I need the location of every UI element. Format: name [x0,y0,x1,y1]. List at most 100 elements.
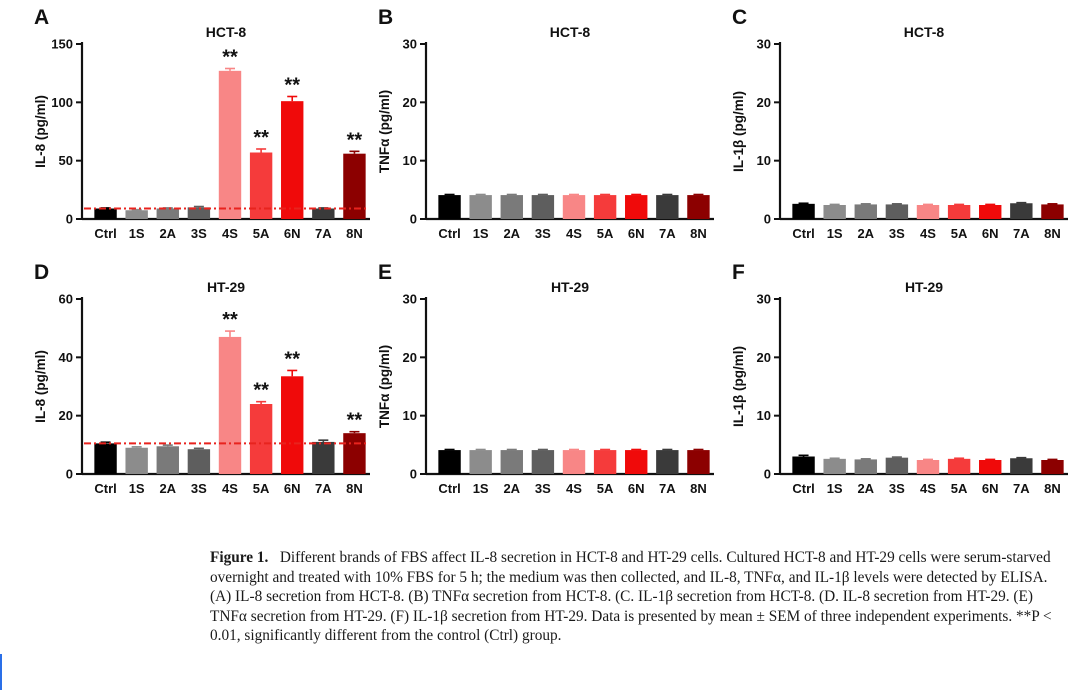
bar [187,207,211,219]
significance-mark: ** [253,127,269,149]
y-tick-label: 20 [757,95,771,110]
x-tick-label: 2A [857,481,874,496]
y-tick-label: 30 [757,292,771,307]
x-tick-label: 3S [191,481,207,496]
bar [687,195,710,219]
bar [792,456,815,474]
y-tick-label: 30 [757,37,771,52]
panel-e: E HT-29 TNFα (pg/ml) 0 10 20 30 Ctrl 1S 2A 3S 4S 5A… [374,261,724,511]
figure-caption: Figure 1. Different brands of FBS affect… [210,548,1060,646]
chart-il8-hct8: HCT-8 IL-8 (pg/ml) 0 50 100 150 Ctrl 1S 2A 3S 4S **… [33,24,370,241]
bar [312,441,335,474]
y-tick-label: 60 [59,292,73,307]
x-tick-label: 5A [253,481,270,496]
x-tick-label: 1S [129,481,145,496]
bar [885,204,909,219]
x-tick-label: Ctrl [792,226,814,241]
bar [156,446,179,474]
x-tick-label: 7A [659,226,676,241]
y-tick-label: 20 [757,350,771,365]
bar [562,195,586,219]
y-tick-label: 20 [403,350,417,365]
bar [593,450,617,474]
y-tick-label: 10 [403,408,417,423]
bar [249,152,273,219]
bar [94,443,117,474]
x-tick-label: 1S [827,481,843,496]
y-tick-label: 150 [51,37,73,52]
x-tick-label: 3S [535,226,551,241]
x-tick-label: 2A [159,226,176,241]
panel-c: C HCT-8 IL-1β (pg/ml) 0 10 20 30 Ctrl 1S 2A 3S 4S 5… [728,6,1078,256]
chart-il1b-ht29: HT-29 IL-1β (pg/ml) 0 10 20 30 Ctrl 1S 2A 3S 4S 5A 6… [731,279,1068,496]
bar [281,101,304,219]
x-tick-label: 1S [827,226,843,241]
x-tick-label: 6N [628,481,645,496]
y-tick-label: 10 [757,153,771,168]
significance-mark: ** [284,75,300,97]
x-tick-label: 4S [920,226,936,241]
x-tick-label: 7A [315,226,332,241]
bar [916,205,940,219]
caption-text: Different brands of FBS affect IL-8 secr… [210,549,1052,645]
x-tick-label: 6N [284,226,301,241]
panel-f: F HT-29 IL-1β (pg/ml) 0 10 20 30 Ctrl 1S 2A 3S 4S 5… [728,261,1078,511]
x-tick-label: 2A [503,481,520,496]
y-tick-label: 0 [410,212,417,227]
x-tick-label: 8N [690,481,707,496]
y-tick-label: 0 [66,467,73,482]
y-tick-label: 30 [403,37,417,52]
x-tick-label: 6N [982,481,999,496]
bar [125,210,148,219]
panel-letter: D [34,261,50,284]
bar [343,153,366,219]
x-tick-label: 5A [597,226,614,241]
x-tick-label: Ctrl [438,226,460,241]
y-tick-label: 50 [59,153,73,168]
chart-tnfa-hct8: HCT-8 TNFα (pg/ml) 0 10 20 30 Ctrl 1S 2A 3S 4S 5A 6N… [377,24,714,241]
chart-title: HCT-8 [904,24,945,40]
x-tick-label: 7A [1013,226,1030,241]
chart-title: HCT-8 [206,24,247,40]
panel-letter: A [34,6,50,29]
x-tick-label: Ctrl [792,481,814,496]
y-tick-label: 20 [59,408,73,423]
y-tick-label: 0 [764,467,771,482]
x-tick-label: 3S [889,226,905,241]
bar [687,450,710,474]
bar [531,450,555,474]
bar [947,458,971,474]
y-tick-label: 30 [403,292,417,307]
significance-mark: ** [284,348,300,370]
x-tick-label: 4S [566,481,582,496]
x-tick-label: 1S [129,226,145,241]
bar [500,450,523,474]
y-tick-label: 10 [757,408,771,423]
x-tick-label: 7A [659,481,676,496]
bar [979,205,1002,219]
significance-mark: ** [222,47,238,69]
x-tick-label: 6N [982,226,999,241]
x-tick-label: 3S [535,481,551,496]
x-tick-label: 5A [951,481,968,496]
y-tick-label: 0 [66,212,73,227]
y-tick-label: 10 [403,153,417,168]
selection-marker [0,654,2,690]
bar [979,460,1002,474]
chart-tnfa-ht29: HT-29 TNFα (pg/ml) 0 10 20 30 Ctrl 1S 2A 3S 4S 5A 6N… [377,279,714,496]
significance-mark: ** [253,380,269,402]
bar [916,460,940,474]
y-tick-label: 0 [764,212,771,227]
panel-letter: B [378,6,394,29]
chart-title: HCT-8 [550,24,591,40]
x-tick-label: 3S [191,226,207,241]
bar [156,208,179,219]
significance-mark: ** [222,309,238,331]
x-tick-label: 4S [566,226,582,241]
bar [500,195,523,219]
significance-mark: ** [347,129,363,151]
x-tick-label: 8N [1044,226,1061,241]
x-tick-label: 1S [473,226,489,241]
x-tick-label: 7A [315,481,332,496]
x-tick-label: Ctrl [94,226,116,241]
